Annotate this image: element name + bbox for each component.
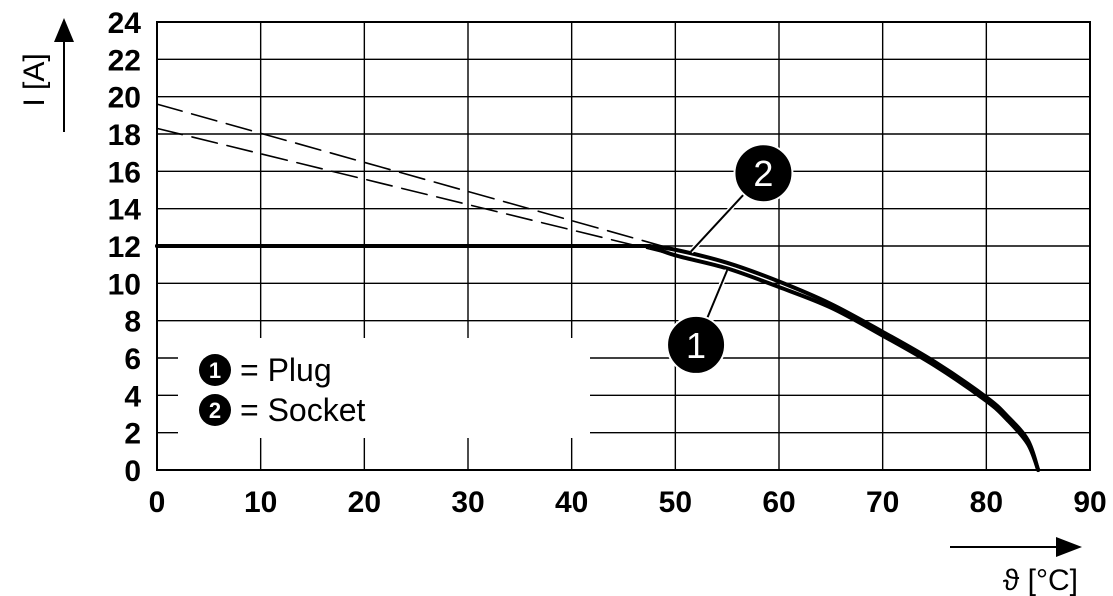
x-tick-labels: 0 10 20 30 40 50 60 70 80 90 (149, 486, 1107, 519)
y-tick-label-2: 2 (124, 418, 141, 451)
y-tick-label-18: 18 (108, 119, 141, 152)
y-tick-label-0: 0 (124, 455, 141, 488)
x-tick-label-60: 60 (762, 486, 795, 519)
series-group (155, 103, 1041, 472)
y-axis-arrowhead-icon (54, 18, 74, 42)
x-tick-label-90: 90 (1073, 486, 1106, 519)
legend-marker-label-2: 2 (209, 398, 221, 423)
callout-marker-label-1: 1 (686, 325, 706, 366)
callout-marker-2 (733, 143, 794, 204)
legend-marker-label-1: 1 (209, 358, 221, 383)
series-2-solid-line (155, 244, 1041, 472)
y-tick-label-6: 6 (124, 343, 141, 376)
y-axis-label: I [A] (18, 53, 51, 106)
x-tick-label-70: 70 (866, 486, 899, 519)
legend-text-2: = Socket (240, 392, 366, 428)
legend-marker-1 (199, 354, 231, 386)
callout-leader-1 (706, 269, 729, 319)
callout-marker-label-2: 2 (753, 153, 773, 194)
y-tick-label-10: 10 (108, 268, 141, 301)
x-axis-label: ϑ [°C] (1003, 564, 1078, 596)
y-tick-label-4: 4 (124, 380, 141, 413)
y-tick-label-12: 12 (108, 231, 141, 264)
callout-leader-2 (690, 193, 745, 253)
y-tick-label-16: 16 (108, 156, 141, 189)
x-tick-label-0: 0 (149, 486, 166, 519)
x-tick-label-80: 80 (970, 486, 1003, 519)
series-1-dashed-line (156, 127, 677, 257)
legend-text-1: = Plug (240, 352, 332, 388)
y-tick-label-14: 14 (108, 194, 142, 227)
y-tick-label-24: 24 (108, 7, 142, 40)
x-tick-label-40: 40 (555, 486, 588, 519)
annotations: 12 (666, 143, 794, 375)
x-tick-label-50: 50 (659, 486, 692, 519)
y-axis-label-group: I [A] (18, 18, 74, 132)
x-axis-arrowhead-icon (1056, 537, 1082, 557)
callout-marker-1 (666, 314, 727, 375)
x-tick-label-20: 20 (348, 486, 381, 519)
y-tick-label-20: 20 (108, 82, 141, 115)
legend-background (178, 338, 590, 438)
x-axis-label-group: ϑ [°C] (950, 537, 1082, 596)
x-tick-label-30: 30 (451, 486, 484, 519)
legend-marker-2 (199, 394, 231, 426)
y-tick-label-8: 8 (124, 306, 141, 339)
x-tick-label-10: 10 (244, 486, 277, 519)
series-1-solid-line (155, 244, 1041, 472)
series-2-dashed-line (156, 103, 677, 251)
plot-frame (156, 21, 1091, 471)
y-tick-label-22: 22 (108, 44, 141, 77)
legend: 1 = Plug 2 = Socket (178, 338, 590, 438)
